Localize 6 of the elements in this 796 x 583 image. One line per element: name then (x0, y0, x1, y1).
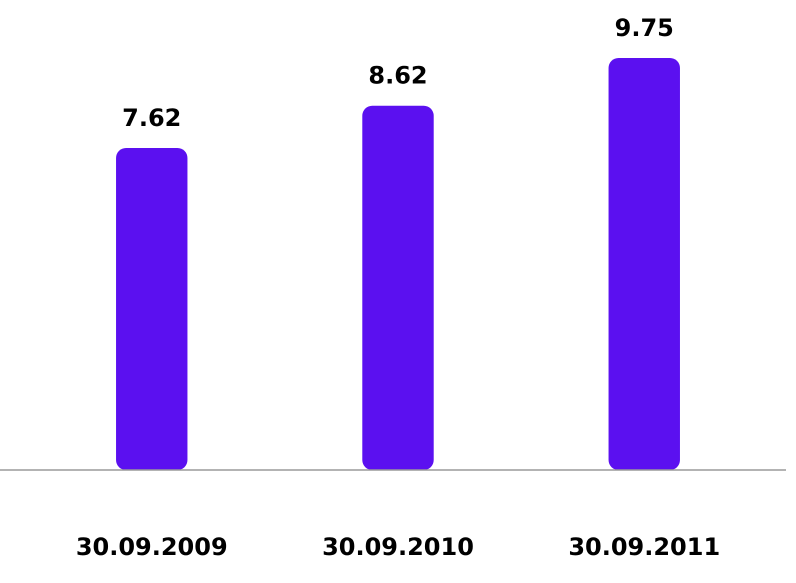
data-label: 9.75 (614, 14, 674, 42)
data-label: 8.62 (368, 62, 428, 90)
x-tick-label: 30.09.2010 (322, 533, 474, 561)
data-label: 7.62 (122, 104, 182, 132)
x-tick-label: 30.09.2009 (76, 533, 228, 561)
x-tick-label: 30.09.2011 (568, 533, 720, 561)
